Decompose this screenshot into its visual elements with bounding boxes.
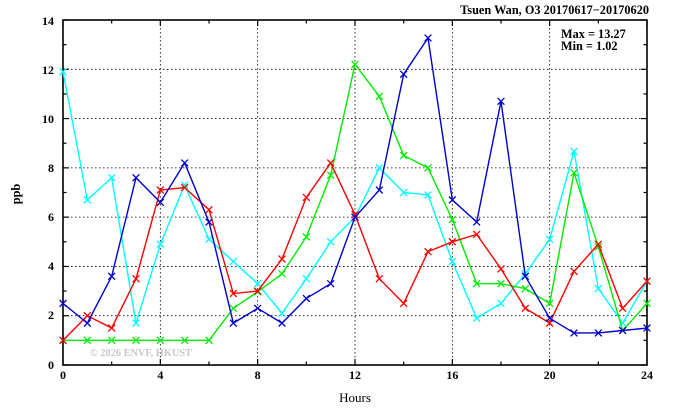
svg-text:16: 16	[446, 368, 458, 382]
svg-text:ppb: ppb	[9, 184, 23, 205]
svg-text:12: 12	[42, 63, 54, 77]
svg-text:Hours: Hours	[339, 390, 371, 405]
svg-text:Tsuen Wan, O3 20170617−2017062: Tsuen Wan, O3 20170617−20170620	[460, 3, 649, 17]
svg-text:Min = 1.02: Min = 1.02	[561, 39, 618, 53]
svg-text:14: 14	[42, 14, 54, 28]
svg-text:12: 12	[349, 368, 361, 382]
svg-text:© 2026 ENVF, HKUST: © 2026 ENVF, HKUST	[90, 348, 192, 359]
svg-text:8: 8	[48, 161, 54, 175]
svg-text:0: 0	[48, 358, 54, 372]
svg-text:4: 4	[157, 368, 163, 382]
svg-text:20: 20	[544, 368, 556, 382]
svg-text:2: 2	[48, 308, 54, 322]
svg-text:0: 0	[60, 368, 66, 382]
svg-text:10: 10	[42, 112, 54, 126]
svg-text:4: 4	[48, 259, 54, 273]
svg-text:8: 8	[255, 368, 261, 382]
svg-text:24: 24	[641, 368, 653, 382]
svg-text:6: 6	[48, 210, 54, 224]
